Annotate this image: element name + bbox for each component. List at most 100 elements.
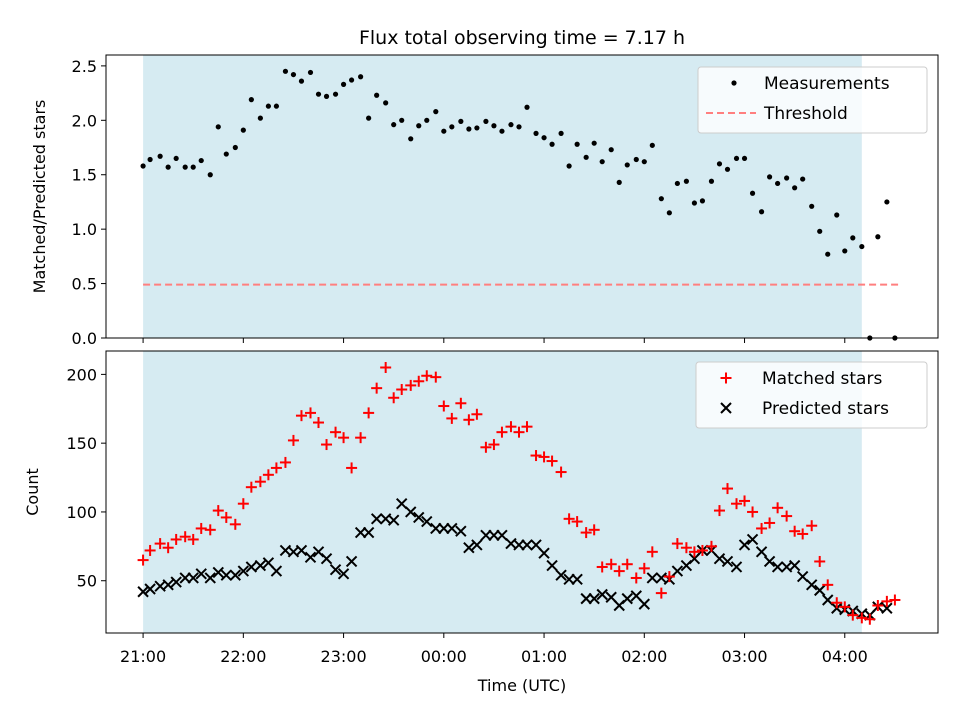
matched-star-point [338,432,350,444]
predicted-star-point [396,497,408,510]
measurement-point [775,180,781,187]
matched-star-point [346,462,358,474]
predicted-star-point [170,576,182,588]
y-tick-label: 1.5 [72,166,97,185]
matched-star-point [638,562,650,574]
measurement-point [792,185,798,191]
y-tick-label: 100 [66,503,97,522]
matched-star-point [806,520,818,532]
measurement-point [157,153,163,159]
matched-star-point [313,417,325,429]
matched-star-point [814,555,826,567]
ratio-x-ticks [142,338,846,343]
measurement-point [649,142,655,148]
predicted-star-point [455,525,467,537]
matched-star-point [212,505,224,517]
predicted-star-point [755,546,768,558]
matched-star-point [170,533,182,545]
measurement-point [859,243,865,250]
measurement-point [391,122,397,128]
matched-star-point [772,502,784,514]
matched-star-point [154,538,166,550]
matched-star-point [555,466,567,478]
matched-star-point [321,439,333,451]
matched-star-point [229,518,241,530]
measurement-point [699,198,706,204]
measurement-point [340,81,347,87]
measurement-point [549,141,555,147]
predicted-star-point [320,553,333,565]
matched-star-point [764,517,776,529]
predicted-star-point [329,564,342,576]
matched-star-point [187,533,199,545]
predicted-star-point [304,551,317,564]
predicted-star-point [471,539,483,551]
ratio-y-ticks: 0.0 0.5 1.0 1.5 2.0 2.5 [72,57,106,348]
measurement-point [599,159,605,165]
measurement-point [441,128,447,134]
predicted-star-point [270,565,283,577]
predicted-star-point [162,579,174,591]
measurement-point [223,151,229,157]
predicted-star-point [538,547,550,559]
matched-star-point [355,432,367,444]
predicted-star-point [814,584,826,597]
predicted-star-point [413,511,425,524]
y-tick-label: 50 [77,572,97,591]
measurement-point [842,248,848,254]
matched-star-point [380,362,392,374]
measurement-point [641,159,647,165]
matched-star-point [279,456,291,468]
measurement-point [215,124,221,130]
predicted-star-point [405,506,417,518]
measurement-point [749,190,756,196]
predicted-star-point [229,569,242,581]
measurement-point [315,91,322,97]
measurement-point [766,174,773,180]
measurement-point [784,175,790,181]
predicted-star-point [881,602,893,614]
matched-star-point [505,421,517,433]
measurement-point [583,154,589,160]
predicted-star-point [596,588,608,601]
matched-star-point [630,572,642,584]
measurement-point [691,200,698,206]
measurement-point [533,130,539,136]
matched-star-point [463,414,475,426]
predicted-star-point [446,522,458,535]
measurement-point [323,93,330,99]
measurement-point [633,156,639,163]
matched-star-point [195,522,207,534]
measurement-point [257,115,263,121]
matched-star-point [488,439,500,451]
measurement-point [491,123,497,129]
matched-star-point [822,579,834,591]
measurement-point [809,203,815,209]
matched-star-point [330,426,342,438]
predicted-star-point [345,555,358,568]
x-tick-label: 04:00 [822,647,868,666]
time-x-ticks: 21:00 22:00 23:00 00:00 01:00 02:00 03:00 04:00 [120,633,868,666]
matched-star-point [847,609,859,621]
legend-label: Threshold [763,104,848,124]
predicted-star-point [730,561,743,573]
y-tick-label: 150 [66,434,97,453]
measurement-point [741,155,748,162]
matched-star-point [881,595,893,607]
measurement-point [273,103,280,109]
predicted-star-point [721,555,734,568]
predicted-star-point [805,579,818,591]
predicted-star-point [137,586,149,598]
predicted-star-point [746,533,759,546]
measurement-point [616,179,622,185]
measurement-point [666,210,672,216]
matched-star-point [696,544,708,556]
measurement-point [190,164,196,170]
predicted-star-point [337,568,350,580]
ratio-y-axis-label: Matched/Predicted stars [30,100,49,294]
matched-star-point [831,597,843,609]
matched-star-point [563,513,575,525]
matched-star-point [756,522,768,534]
measurement-point [408,136,414,142]
